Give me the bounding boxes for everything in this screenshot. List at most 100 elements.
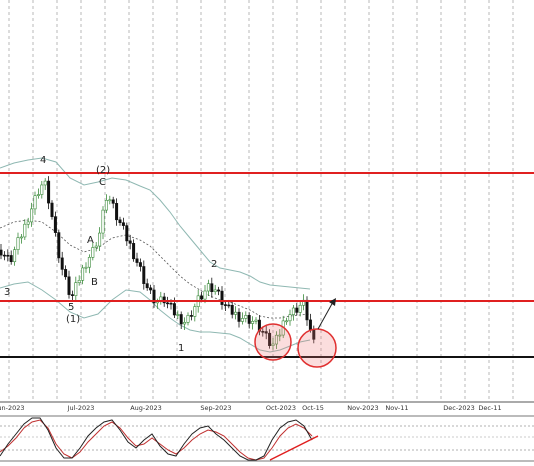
candle-body bbox=[291, 307, 295, 315]
candle-body bbox=[234, 311, 238, 315]
candle-body bbox=[30, 208, 34, 223]
candle-body bbox=[67, 276, 71, 295]
candle-body bbox=[172, 303, 176, 316]
candle-body bbox=[186, 315, 190, 323]
x-tick-label: Jul-2023 bbox=[67, 404, 95, 412]
candle-body bbox=[285, 320, 289, 323]
candle-body bbox=[81, 267, 85, 281]
candle-body bbox=[271, 343, 275, 346]
candle-body bbox=[94, 245, 98, 248]
candle-body bbox=[2, 254, 6, 257]
wave-label-4: 4 bbox=[40, 155, 46, 166]
candle-body bbox=[149, 287, 153, 291]
candle-body bbox=[77, 279, 81, 283]
candle-body bbox=[84, 266, 88, 269]
x-tick-label: Aug-2023 bbox=[130, 404, 162, 412]
wave-label-c: C bbox=[99, 177, 106, 188]
candle-body bbox=[166, 302, 170, 305]
candle-body bbox=[203, 290, 207, 300]
candle-body bbox=[251, 320, 255, 324]
candle-body bbox=[220, 290, 224, 305]
candle-body bbox=[244, 315, 248, 319]
candle-body bbox=[101, 209, 105, 234]
candle-body bbox=[111, 199, 115, 204]
candle-body bbox=[227, 304, 231, 307]
candle-body bbox=[298, 304, 302, 313]
wave-label-1-paren: (1) bbox=[66, 314, 80, 325]
candle-body bbox=[121, 222, 125, 226]
candle-body bbox=[60, 257, 64, 270]
wave-label-a: A bbox=[87, 235, 94, 246]
wave-label-b: B bbox=[91, 277, 98, 288]
x-tick-label: Nov-2023 bbox=[347, 404, 378, 412]
wave-labels: 4 (2) C A B 5 (1) 3 1 2 bbox=[4, 155, 217, 354]
candle-body bbox=[98, 232, 102, 247]
candle-body bbox=[189, 315, 193, 317]
x-tick-label: Jun-2023 bbox=[0, 404, 25, 412]
candle-body bbox=[183, 322, 187, 325]
candle-body bbox=[162, 296, 166, 304]
candle-body bbox=[288, 314, 292, 322]
candle-body bbox=[237, 311, 241, 322]
vertical-gridlines bbox=[8, 0, 514, 402]
candle-body bbox=[308, 319, 312, 330]
x-tick-label: Oct-2023 bbox=[266, 404, 296, 412]
upper-band bbox=[0, 157, 311, 290]
candle-body bbox=[230, 304, 234, 315]
candle-body bbox=[125, 225, 129, 242]
candle-body bbox=[213, 289, 217, 292]
candle-body bbox=[91, 247, 95, 258]
candle-body bbox=[70, 294, 74, 296]
candle-body bbox=[247, 315, 251, 324]
candle-body bbox=[138, 262, 142, 267]
candle-body bbox=[295, 307, 299, 313]
candle-body bbox=[115, 203, 119, 221]
candle-body bbox=[169, 302, 173, 305]
wave-label-3: 3 bbox=[4, 287, 10, 298]
candle-body bbox=[206, 283, 210, 292]
highlight-circle-2 bbox=[297, 328, 337, 368]
wave-label-1: 1 bbox=[178, 343, 184, 354]
candle-body bbox=[104, 200, 108, 211]
x-tick-label: Dec-2023 bbox=[443, 404, 474, 412]
stochastic-pane bbox=[0, 415, 534, 462]
wave-label-5: 5 bbox=[68, 302, 74, 313]
candle-body bbox=[9, 255, 13, 263]
candle-body bbox=[278, 334, 282, 337]
candle-body bbox=[274, 334, 278, 345]
candle-body bbox=[50, 202, 54, 217]
candle-body bbox=[217, 289, 221, 292]
candle-body bbox=[108, 199, 112, 202]
candle-body bbox=[43, 180, 47, 186]
candle-body bbox=[16, 237, 20, 250]
x-axis-labels: Jun-2023 Jul-2023 Aug-2023 Sep-2023 Oct-… bbox=[0, 404, 502, 412]
candle-body bbox=[200, 295, 204, 300]
candle-body bbox=[264, 331, 268, 334]
candle-body bbox=[142, 266, 146, 284]
stochastic-signal bbox=[0, 419, 313, 461]
middle-band bbox=[0, 219, 311, 319]
candle-body bbox=[128, 240, 132, 244]
candle-body bbox=[176, 314, 180, 316]
main-plot-area bbox=[0, 0, 534, 402]
x-tick-label: Sep-2023 bbox=[200, 404, 231, 412]
wave-label-2-paren: (2) bbox=[96, 165, 110, 176]
highlight-circle-1 bbox=[254, 323, 292, 361]
candle-body bbox=[26, 221, 30, 225]
candle-body bbox=[210, 283, 214, 293]
divergence-line bbox=[269, 435, 319, 461]
forecast-arrow bbox=[317, 298, 336, 330]
candle-body bbox=[87, 257, 91, 268]
candle-body bbox=[40, 184, 44, 195]
stochastic-main bbox=[0, 417, 313, 461]
x-tick-label: Oct-15 bbox=[302, 404, 324, 412]
wave-label-2: 2 bbox=[211, 259, 217, 270]
candle-body bbox=[132, 243, 136, 260]
candle-body bbox=[145, 283, 149, 289]
candle-body bbox=[33, 195, 37, 210]
candle-body bbox=[19, 236, 23, 239]
candle-body bbox=[6, 254, 10, 257]
candle-body bbox=[118, 219, 122, 224]
